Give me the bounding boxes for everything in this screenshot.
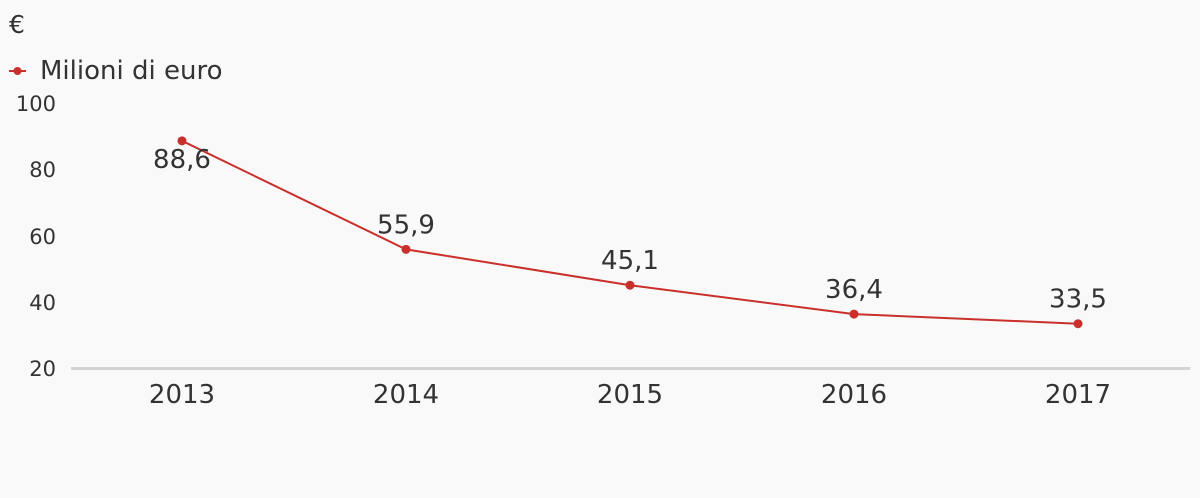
- legend-label: Milioni di euro: [40, 56, 222, 86]
- y-tick-label: 80: [29, 158, 56, 182]
- series-line: [181, 139, 1079, 325]
- data-point: [401, 244, 411, 254]
- legend: Milioni di euro: [9, 56, 222, 86]
- data-point: [849, 309, 859, 319]
- series-milioni-di-euro: 88,6 55,9 45,1 36,4 33,5: [153, 136, 1107, 329]
- data-label: 88,6: [153, 145, 211, 175]
- data-point: [625, 280, 635, 290]
- y-tick-label: 100: [16, 92, 56, 116]
- y-tick-label: 40: [29, 291, 56, 315]
- y-axis-ticks: 100 80 60 40 20: [16, 92, 56, 381]
- x-tick-label: 2015: [597, 380, 663, 410]
- x-tick-label: 2017: [1045, 380, 1111, 410]
- data-label: 36,4: [825, 275, 883, 305]
- data-label: 55,9: [377, 210, 435, 240]
- x-axis-ticks: 2013 2014 2015 2016 2017: [149, 380, 1111, 410]
- data-label: 45,1: [601, 246, 659, 276]
- legend-dot-marker: [13, 67, 22, 75]
- data-point: [177, 136, 187, 146]
- y-tick-label: 60: [29, 225, 56, 249]
- data-label: 33,5: [1049, 285, 1107, 315]
- data-point: [1073, 319, 1083, 329]
- x-tick-label: 2013: [149, 380, 215, 410]
- x-tick-label: 2014: [373, 380, 439, 410]
- unit-label: €: [9, 10, 25, 39]
- y-tick-label: 20: [29, 357, 56, 381]
- x-tick-label: 2016: [821, 380, 887, 410]
